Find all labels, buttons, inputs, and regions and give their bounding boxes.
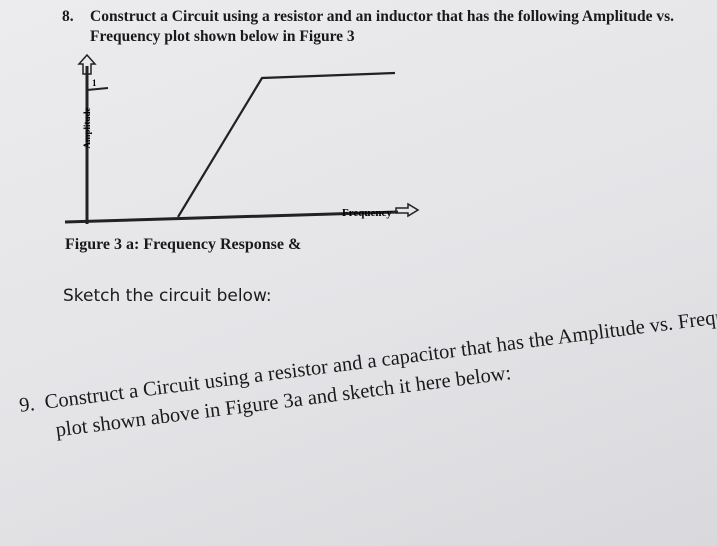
- question-number: 9.: [18, 393, 37, 417]
- question-number: 8.: [62, 8, 74, 25]
- question-text: Construct a Circuit using a resistor and…: [90, 8, 675, 25]
- x-arrow: [395, 202, 420, 218]
- x-label: Frequency: [342, 207, 392, 219]
- tick-label: 1: [92, 78, 97, 88]
- figure-caption: Figure 3 a: Frequency Response &: [65, 236, 302, 253]
- instruction: Sketch the circuit below:: [63, 286, 272, 306]
- x-axis: [64, 210, 399, 224]
- y-label: Amplitude: [82, 107, 92, 148]
- tick: [86, 87, 109, 91]
- question-text: Frequency plot shown below in Figure 3: [90, 28, 355, 45]
- response-curve: [177, 71, 396, 218]
- y-arrow: [77, 53, 97, 75]
